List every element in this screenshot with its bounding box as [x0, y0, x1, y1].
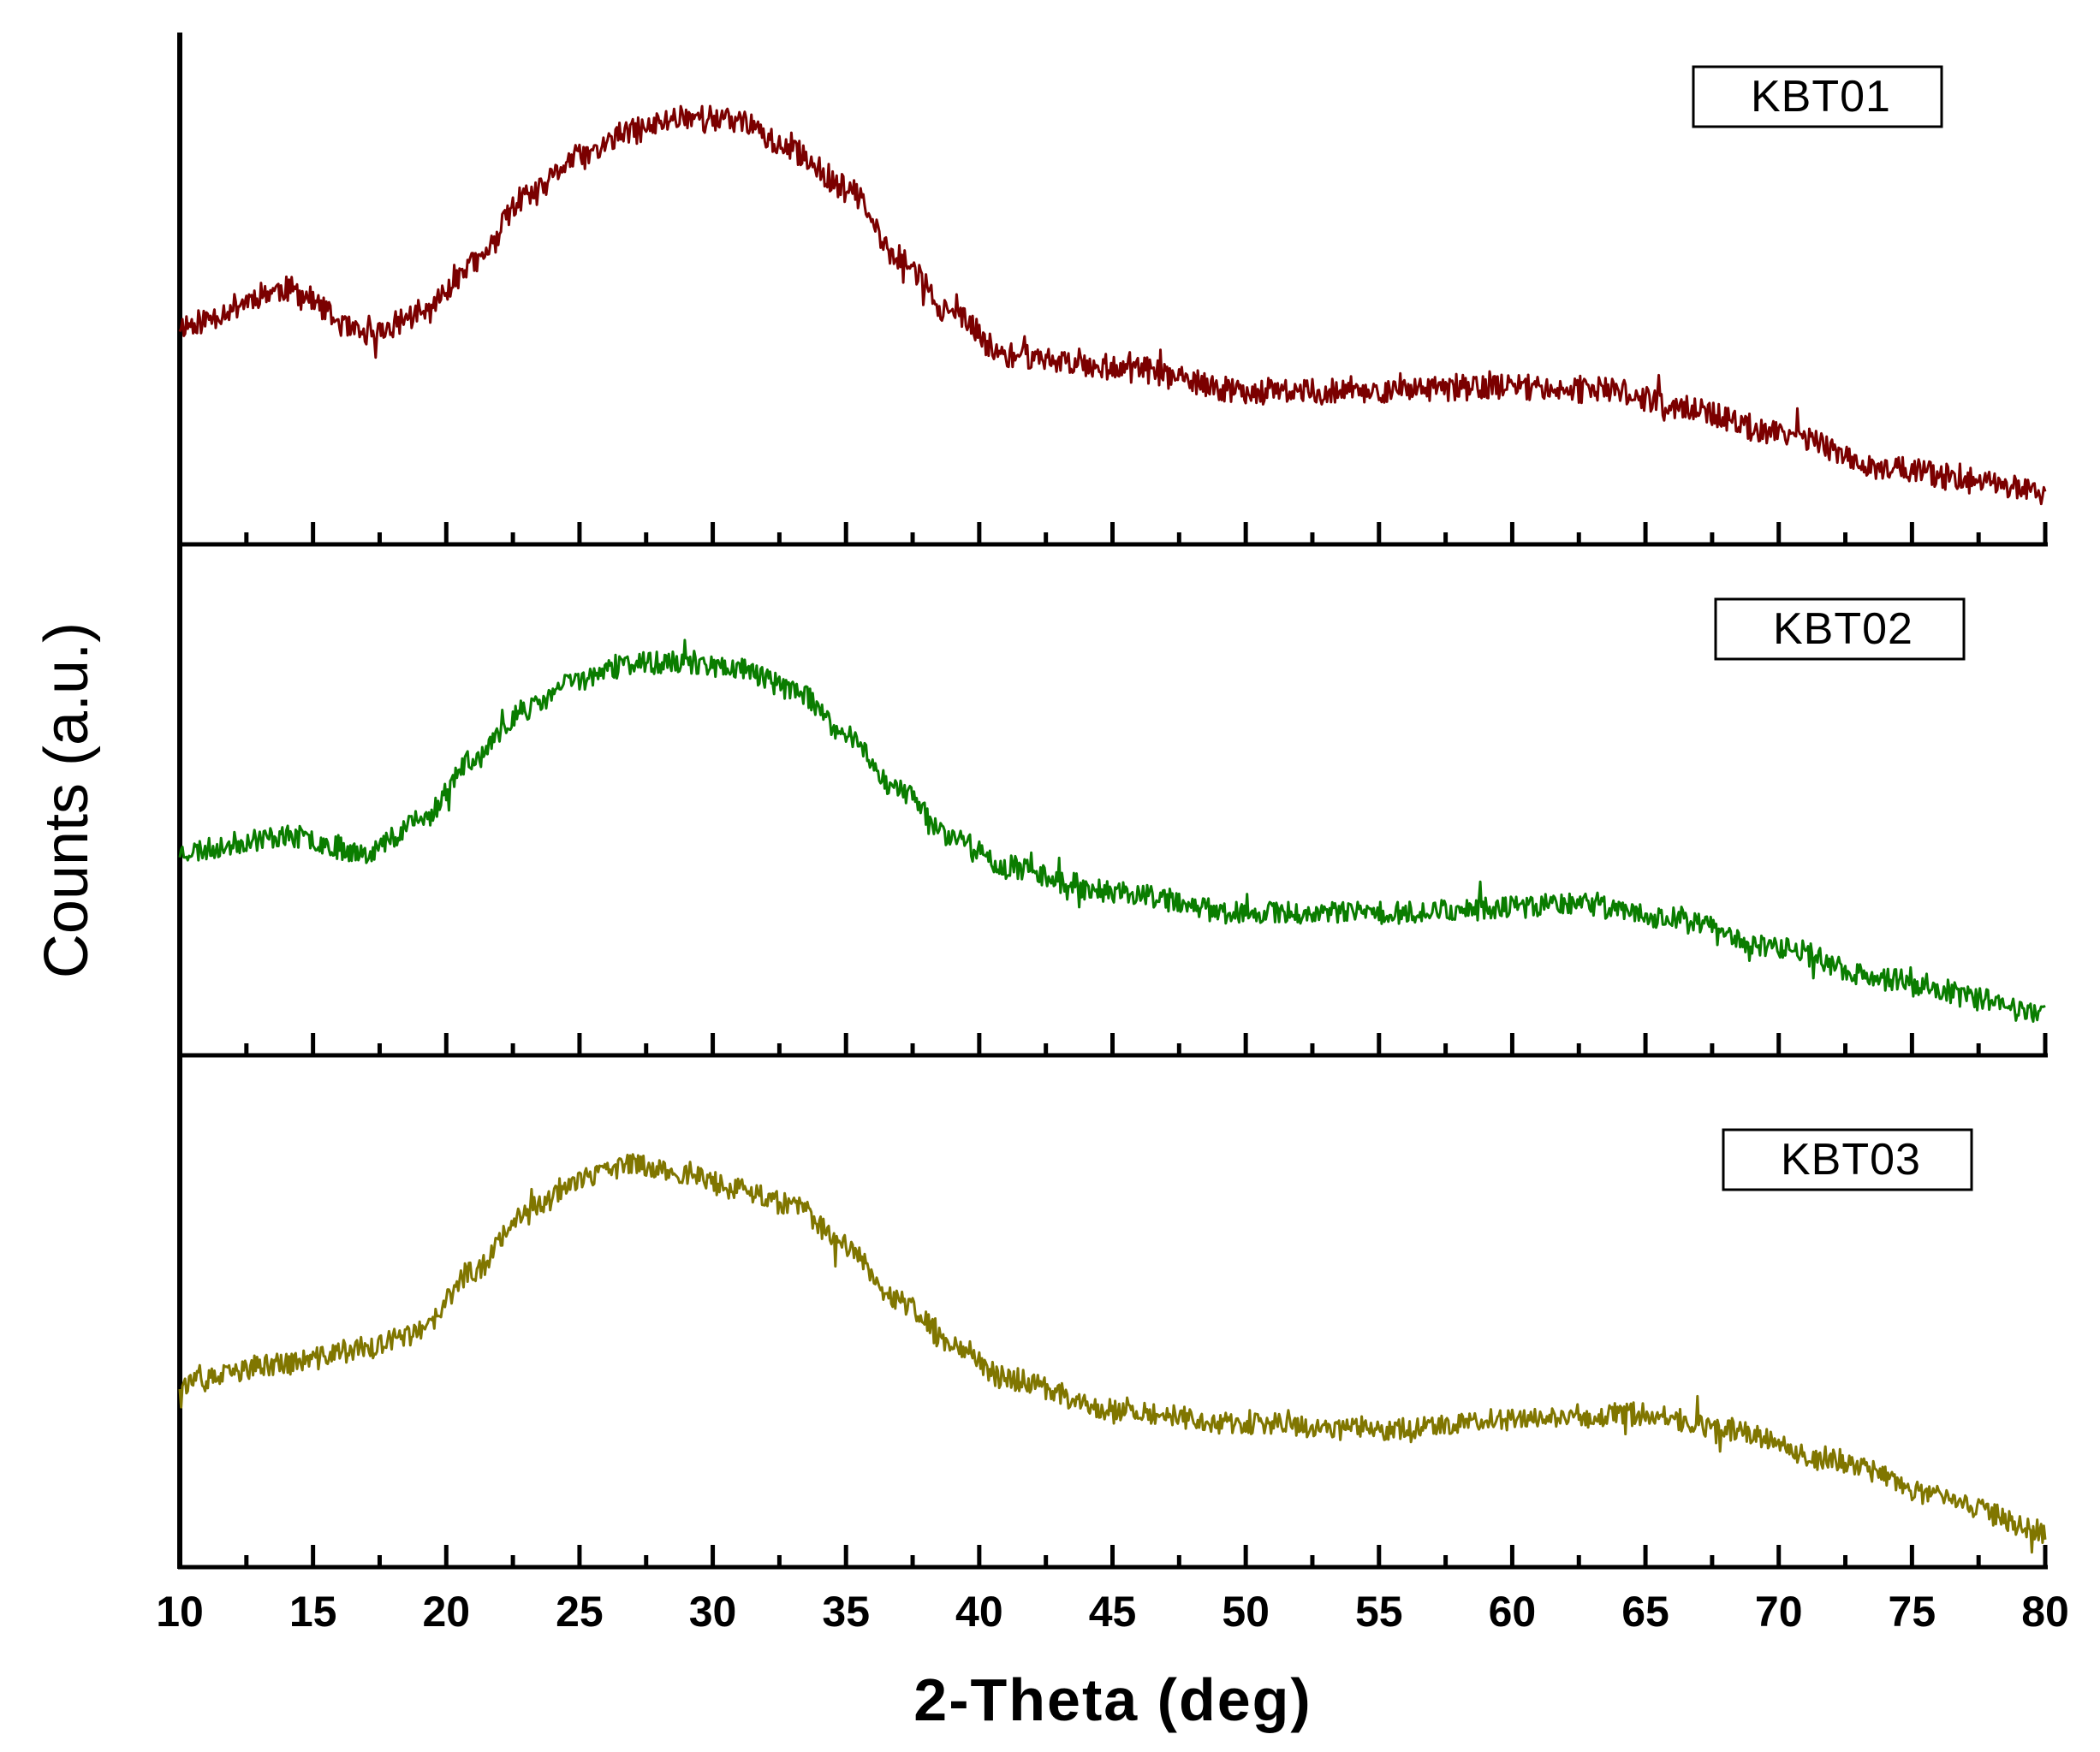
x-tick-label: 20 [422, 1588, 470, 1636]
series-line-kbt03 [178, 1153, 2047, 1554]
series-line-kbt01 [178, 104, 2047, 506]
x-tick-labels: 10 15 20 25 30 35 40 45 50 55 60 65 70 75 80 [156, 1588, 2069, 1636]
x-tick-label: 50 [1222, 1588, 1270, 1636]
legend-label-kbt03: KBT03 [1781, 1135, 1921, 1185]
tick-marks [177, 522, 2048, 1567]
legend-box-kbt02 [1714, 597, 1966, 661]
x-axis-title: 2-Theta (deg) [913, 1666, 1312, 1733]
x-tick-label: 10 [156, 1588, 204, 1636]
x-tick-label: 15 [289, 1588, 337, 1636]
x-tick-label: 25 [556, 1588, 604, 1636]
legend-box-kbt03 [1722, 1128, 1973, 1191]
x-tick-label: 75 [1889, 1588, 1936, 1636]
legend-label-kbt02: KBT02 [1773, 604, 1913, 654]
x-tick-label: 40 [955, 1588, 1003, 1636]
x-tick-label: 65 [1621, 1588, 1669, 1636]
x-tick-label: 45 [1089, 1588, 1137, 1636]
legend-label-kbt01: KBT01 [1751, 72, 1891, 122]
legend-boxes: KBT01 KBT02 KBT03 [1692, 65, 1973, 1191]
x-tick-label: 70 [1755, 1588, 1803, 1636]
series-line-kbt02 [178, 638, 2046, 1023]
x-tick-label: 60 [1489, 1588, 1537, 1636]
x-tick-label: 80 [2021, 1588, 2069, 1636]
y-axis-title: Counts (a.u.) [33, 622, 101, 978]
series-group [178, 104, 2047, 1554]
x-tick-label: 30 [689, 1588, 737, 1636]
x-tick-label: 55 [1355, 1588, 1403, 1636]
x-tick-label: 35 [822, 1588, 870, 1636]
legend-box-kbt01 [1692, 65, 1943, 128]
